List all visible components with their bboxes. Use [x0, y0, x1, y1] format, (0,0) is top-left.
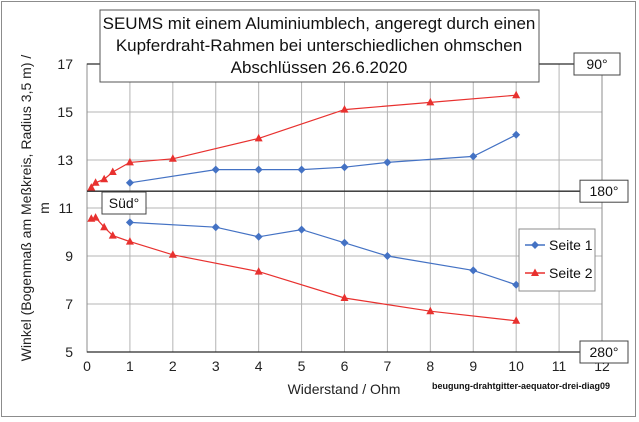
reference-label-box [573, 52, 621, 76]
data-point-seite-2 [254, 133, 263, 142]
chart-frame: 0 1 2 3 4 5 6 7 8 9 10 11 12 5 7 9 11 13 15 17 SEUMS mit ein… [1, 1, 636, 417]
data-point-seite-2 [100, 222, 109, 231]
y-tick-label: 5 [65, 344, 73, 360]
chart-title-line: Abschlüssen 26.6.2020 [231, 58, 408, 77]
data-point-seite-1 [125, 178, 134, 187]
x-tick-label: 9 [469, 358, 477, 374]
series-line-1 [129, 221, 517, 286]
series-line-2 [91, 216, 517, 322]
x-tick-label: 6 [341, 358, 349, 374]
data-point-seite-1 [383, 252, 392, 260]
x-tick-label: 8 [426, 358, 434, 374]
legend-label: Seite 2 [549, 265, 593, 281]
reference-label: 180° [590, 183, 619, 199]
y-tick-label: 13 [57, 152, 73, 168]
x-tick-label: 11 [552, 358, 567, 374]
legend-marker-seite-2 [531, 268, 539, 276]
title-box [99, 9, 540, 83]
data-point-seite-1 [297, 165, 306, 174]
data-point-seite-2 [512, 316, 521, 324]
legend-box [518, 228, 596, 292]
y-tick-label: 7 [65, 296, 73, 312]
credit-text: beugung-drahtgitter-aequator-drei-diag09 [432, 381, 610, 391]
data-point-seite-2 [100, 174, 109, 183]
data-point-seite-2 [108, 167, 117, 175]
data-point-seite-2 [426, 306, 435, 315]
x-tick-label: 3 [212, 358, 220, 374]
data-point-seite-1 [254, 232, 263, 241]
y-tick-label: 15 [57, 104, 73, 120]
data-point-seite-2 [340, 105, 349, 113]
reference-label: 280° [590, 344, 619, 360]
data-point-seite-1 [469, 266, 478, 275]
y-axis-title-line1: Winkel (Bogenmaß am Meßkreis, Radius 3,5… [18, 55, 34, 362]
data-point-seite-1 [211, 165, 220, 174]
data-point-seite-1 [383, 158, 392, 167]
data-point-seite-1 [297, 225, 306, 234]
sued-label: Süd° [109, 195, 140, 211]
data-point-seite-2 [168, 250, 177, 258]
data-point-seite-2 [340, 293, 349, 301]
x-tick-label: 0 [83, 358, 91, 374]
data-point-seite-2 [125, 237, 134, 245]
data-point-seite-2 [512, 90, 521, 99]
data-point-seite-2 [91, 213, 100, 221]
y-tick-label: 11 [58, 200, 73, 216]
x-tick-label: 4 [255, 358, 263, 374]
x-tick-label: 2 [169, 358, 177, 374]
x-tick-label: 1 [126, 358, 134, 374]
x-tick-label: 5 [298, 358, 306, 374]
data-point-seite-1 [125, 218, 134, 227]
data-point-seite-1 [512, 130, 521, 139]
legend-marker-seite-1 [531, 241, 539, 249]
data-point-seite-2 [254, 267, 263, 275]
data-point-seite-1 [340, 163, 349, 172]
x-tick-label: 7 [384, 358, 392, 374]
reference-label-box [579, 179, 629, 203]
sued-label-box [101, 191, 147, 215]
data-point-seite-1 [211, 223, 220, 232]
data-point-seite-2 [125, 157, 134, 166]
chart-title-line: SEUMS mit einem Aluminiumblech, angeregt… [103, 14, 536, 33]
y-tick-label: 17 [57, 56, 73, 72]
data-point-seite-1 [254, 165, 263, 174]
data-point-seite-2 [426, 97, 435, 106]
data-point-seite-1 [512, 280, 521, 289]
reference-label: 90° [586, 56, 607, 72]
legend-label: Seite 1 [549, 237, 593, 253]
y-tick-label: 9 [65, 248, 73, 264]
data-point-seite-1 [469, 152, 478, 161]
data-point-seite-2 [87, 183, 96, 191]
reference-label-box [579, 340, 629, 364]
x-axis-title: Widerstand / Ohm [288, 381, 401, 397]
data-point-seite-2 [91, 178, 100, 186]
data-point-seite-2 [108, 231, 117, 239]
data-point-seite-2 [168, 154, 177, 162]
x-tick-label: 10 [508, 358, 524, 374]
chart-title-line: Kupferdraht-Rahmen bei unterschiedlichen… [116, 36, 522, 55]
data-point-seite-1 [340, 238, 349, 247]
y-axis-title-line2: m [36, 202, 52, 214]
series-line-2 [90, 94, 517, 188]
series-line-1 [129, 134, 517, 184]
